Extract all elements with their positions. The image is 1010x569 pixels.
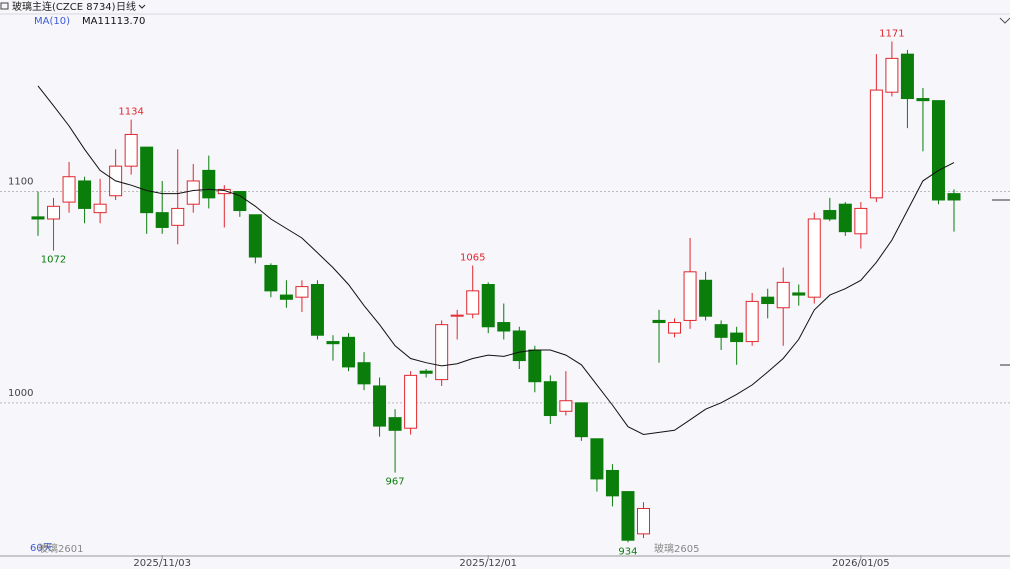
candle-body [699, 279, 713, 317]
candle-body [730, 332, 744, 343]
candle-body [947, 193, 961, 201]
ma-line [37, 85, 955, 436]
low-label: 934 [618, 546, 637, 557]
contract-label: 玻璃2605 [654, 542, 699, 555]
candle-body [186, 180, 200, 205]
candle-body [574, 402, 588, 438]
candle-body [683, 271, 697, 321]
candle-body [450, 314, 464, 317]
candle-body [47, 205, 61, 220]
candle-body [668, 322, 682, 334]
period-selector[interactable]: 日线 [116, 0, 136, 13]
candle-body [916, 98, 930, 102]
candle-body [931, 100, 945, 201]
candle-body [217, 188, 231, 195]
candle-body [93, 203, 107, 214]
chart-title: 玻璃主连(CZCE 8734) [12, 0, 116, 13]
candle-body [155, 212, 169, 228]
high-label: 1171 [879, 28, 904, 39]
menu-icon[interactable] [0, 2, 9, 10]
range-label[interactable]: 60天 [30, 543, 53, 554]
candle-body [636, 508, 650, 535]
candle-body [900, 53, 914, 100]
collapse-arrow[interactable] [999, 17, 1010, 24]
x-tick-label: 2026/01/05 [832, 558, 890, 569]
x-tick-label: 2025/11/03 [133, 558, 191, 569]
y-tick-label: 1100 [8, 177, 33, 188]
candle-body [388, 417, 402, 431]
candle-body [761, 296, 775, 305]
candle-body [326, 341, 340, 345]
dropdown-arrow[interactable] [138, 4, 146, 9]
candle-body [264, 264, 278, 292]
candle-body [807, 218, 821, 298]
candle-body [357, 362, 371, 385]
low-label: 967 [386, 477, 405, 488]
candle-body [621, 491, 635, 541]
ma-value: 1113.70 [104, 16, 145, 27]
candle-body [590, 438, 604, 480]
contract-label: 玻璃2601 [38, 542, 83, 555]
candle-body [559, 400, 573, 412]
low-label: 1072 [41, 255, 66, 266]
candle-body [869, 89, 883, 199]
candle-body [481, 284, 495, 328]
candle-body [419, 370, 433, 374]
candle-body [124, 133, 138, 167]
candle-body [342, 336, 356, 368]
candle-body [512, 330, 526, 362]
candle-body [404, 374, 418, 429]
high-label: 1065 [460, 252, 485, 263]
high-label: 1134 [118, 107, 143, 118]
candle-body [140, 146, 154, 214]
candle-body [605, 469, 619, 497]
indicator-label[interactable]: MA(10) [34, 16, 70, 27]
candle-body [171, 207, 185, 226]
candle-body [202, 169, 216, 199]
candle-body [31, 216, 45, 220]
candle-body [466, 290, 480, 315]
candle-body [497, 322, 511, 332]
candle-body [295, 286, 309, 298]
candle-body [854, 207, 868, 235]
candle-body [885, 57, 899, 93]
candle-body [279, 294, 293, 300]
candle-body [652, 319, 666, 324]
candle-body [745, 300, 759, 343]
candle-body [714, 324, 728, 338]
candle-body [838, 203, 852, 233]
candle-body [62, 176, 76, 203]
y-tick-label: 1000 [8, 388, 33, 399]
candle-body [776, 281, 790, 309]
candle-body [233, 191, 247, 212]
candle-body [823, 210, 837, 220]
ma-name: MA1 [82, 16, 104, 27]
candle-body [248, 214, 262, 258]
candle-body [543, 381, 557, 417]
candle-body [528, 349, 542, 383]
candle-body [435, 324, 449, 381]
x-tick-label: 2025/12/01 [459, 558, 517, 569]
candle-body [78, 180, 92, 209]
candle-body [310, 284, 324, 336]
candle-body [373, 385, 387, 427]
candle-body [792, 292, 806, 296]
